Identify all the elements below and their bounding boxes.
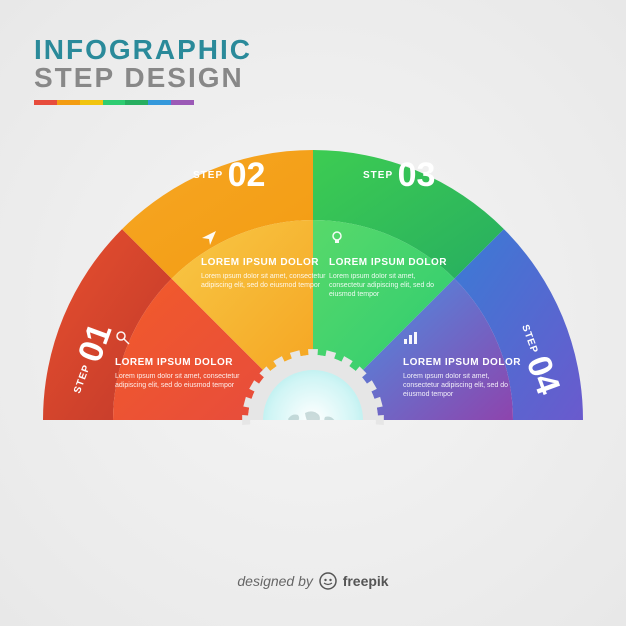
segment-content-4: LOREM IPSUM DOLOR Lorem ipsum dolor sit … [403, 330, 523, 399]
bars-icon [403, 330, 523, 351]
semicircle-container: STEP 01 STEP 02 STEP 03 STEP 04 LOREM IP… [43, 140, 583, 420]
footer-brand: freepik [343, 573, 389, 589]
segment-body: Lorem ipsum dolor sit amet, consectetur … [115, 372, 245, 390]
freepik-logo-icon [319, 572, 337, 590]
step-label-3: STEP 03 [363, 158, 435, 192]
segment-body: Lorem ipsum dolor sit amet, consectetur … [329, 272, 449, 299]
segment-body: Lorem ipsum dolor sit amet, consectetur … [201, 272, 331, 290]
bulb-icon [329, 230, 449, 251]
world-map-icon [283, 405, 343, 420]
footer-credit: designed by freepik [0, 572, 626, 590]
plane-icon [201, 230, 331, 251]
step-label-2: STEP 02 [193, 158, 265, 192]
footer-by: designed by [237, 573, 313, 589]
title-line-2: STEP DESIGN [34, 62, 252, 94]
rainbow-accent-bar [34, 100, 194, 105]
segment-body: Lorem ipsum dolor sit amet, consectetur … [403, 372, 523, 399]
segment-content-1: LOREM IPSUM DOLOR Lorem ipsum dolor sit … [115, 330, 245, 390]
step-word: STEP [363, 170, 393, 181]
step-word: STEP [72, 363, 93, 395]
segment-title: LOREM IPSUM DOLOR [115, 357, 245, 368]
search-icon [115, 330, 245, 351]
segment-content-2: LOREM IPSUM DOLOR Lorem ipsum dolor sit … [201, 230, 331, 290]
segment-title: LOREM IPSUM DOLOR [329, 257, 449, 268]
globe-hub [263, 370, 363, 420]
step-number: 03 [398, 158, 436, 192]
page-header: INFOGRAPHIC STEP DESIGN [34, 34, 252, 94]
step-word: STEP [193, 170, 223, 181]
segment-content-3: LOREM IPSUM DOLOR Lorem ipsum dolor sit … [329, 230, 449, 299]
step-number: 02 [228, 158, 266, 192]
infographic-chart: STEP 01 STEP 02 STEP 03 STEP 04 LOREM IP… [0, 140, 626, 470]
segment-title: LOREM IPSUM DOLOR [201, 257, 331, 268]
segment-title: LOREM IPSUM DOLOR [403, 357, 523, 368]
